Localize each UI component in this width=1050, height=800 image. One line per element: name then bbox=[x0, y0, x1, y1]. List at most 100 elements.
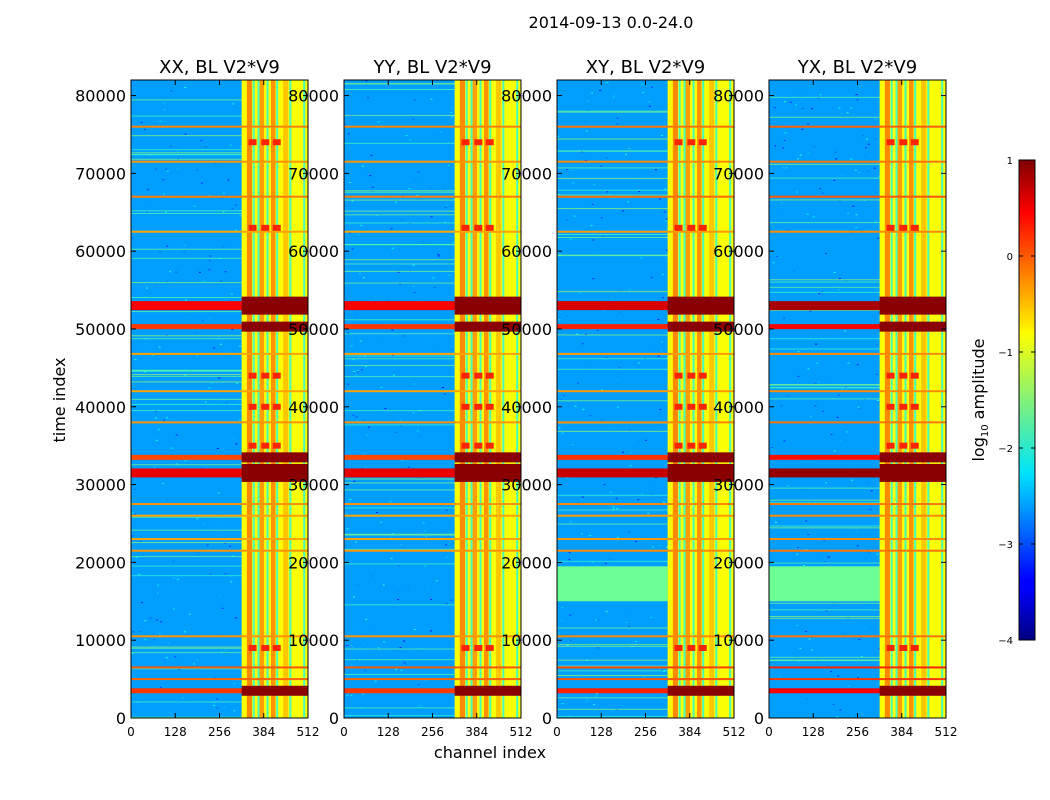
noise-pixel bbox=[843, 97, 846, 99]
noise-pixel bbox=[176, 150, 179, 152]
noise-pixel bbox=[451, 107, 454, 109]
faint-streak bbox=[131, 556, 242, 558]
rfi-row bbox=[131, 678, 308, 681]
noise-pixel bbox=[205, 146, 208, 148]
noise-pixel bbox=[561, 606, 564, 608]
noise-pixel bbox=[652, 546, 655, 548]
noise-pixel bbox=[347, 133, 350, 135]
y-tick-label: 30000 bbox=[288, 476, 339, 495]
noise-pixel bbox=[132, 631, 135, 633]
noise-pixel bbox=[360, 224, 363, 226]
noise-pixel bbox=[183, 631, 186, 633]
noise-pixel bbox=[807, 123, 810, 125]
hot-spot bbox=[886, 403, 895, 410]
noise-pixel bbox=[641, 83, 644, 85]
noise-pixel bbox=[641, 91, 644, 93]
noise-pixel bbox=[175, 463, 178, 465]
faint-streak bbox=[131, 311, 242, 313]
noise-pixel bbox=[380, 521, 383, 523]
noise-pixel bbox=[183, 245, 186, 247]
noise-pixel bbox=[371, 186, 374, 188]
noise-pixel bbox=[131, 652, 134, 654]
noise-pixel bbox=[573, 215, 576, 217]
noise-pixel bbox=[370, 154, 373, 156]
hot-spot bbox=[910, 442, 919, 449]
hot-spot bbox=[674, 403, 683, 410]
noise-pixel bbox=[612, 96, 615, 98]
faint-streak bbox=[557, 697, 668, 699]
faint-streak bbox=[557, 674, 668, 676]
noise-pixel bbox=[138, 631, 141, 633]
x-tick-label: 384 bbox=[252, 725, 275, 739]
noise-pixel bbox=[638, 191, 641, 193]
noise-pixel bbox=[397, 599, 400, 601]
noise-pixel bbox=[657, 355, 660, 357]
noise-pixel bbox=[651, 350, 654, 352]
noise-pixel bbox=[399, 420, 402, 422]
hot-spot bbox=[910, 403, 919, 410]
noise-pixel bbox=[236, 382, 239, 384]
faint-streak bbox=[557, 400, 668, 402]
noise-pixel bbox=[878, 175, 881, 177]
noise-pixel bbox=[809, 310, 812, 312]
noise-pixel bbox=[206, 380, 209, 382]
noise-pixel bbox=[158, 497, 161, 499]
noise-pixel bbox=[447, 164, 450, 166]
noise-pixel bbox=[823, 539, 826, 541]
rfi-hotspot bbox=[879, 296, 946, 315]
noise-pixel bbox=[629, 465, 632, 467]
noise-pixel bbox=[584, 159, 587, 161]
noise-pixel bbox=[876, 553, 879, 555]
noise-pixel bbox=[866, 170, 869, 172]
noise-pixel bbox=[222, 192, 225, 194]
hot-spot bbox=[261, 372, 270, 379]
noise-pixel bbox=[344, 562, 347, 564]
noise-pixel bbox=[560, 398, 563, 400]
noise-pixel bbox=[874, 288, 877, 290]
faint-streak bbox=[344, 489, 455, 491]
noise-pixel bbox=[407, 466, 410, 468]
faint-streak bbox=[131, 716, 242, 718]
y-tick-label: 40000 bbox=[713, 398, 764, 417]
noise-pixel bbox=[144, 639, 147, 641]
noise-pixel bbox=[413, 99, 416, 101]
faint-streak bbox=[557, 150, 668, 152]
noise-pixel bbox=[855, 227, 858, 229]
noise-pixel bbox=[847, 466, 850, 468]
noise-pixel bbox=[443, 185, 446, 187]
noise-pixel bbox=[581, 496, 584, 498]
noise-pixel bbox=[432, 277, 435, 279]
column-gap bbox=[465, 80, 468, 718]
faint-streak bbox=[131, 565, 242, 567]
faint-streak bbox=[557, 110, 668, 112]
noise-pixel bbox=[140, 121, 143, 123]
noise-pixel bbox=[797, 547, 800, 549]
column-gap bbox=[683, 80, 686, 718]
y-tick-label: 70000 bbox=[501, 164, 552, 183]
noise-pixel bbox=[395, 668, 398, 670]
noise-pixel bbox=[401, 459, 404, 461]
noise-pixel bbox=[344, 123, 347, 125]
faint-streak bbox=[769, 615, 880, 617]
noise-pixel bbox=[584, 333, 587, 335]
noise-pixel bbox=[666, 546, 669, 548]
rfi-row bbox=[344, 549, 521, 552]
faint-streak bbox=[131, 374, 242, 376]
noise-pixel bbox=[864, 97, 867, 99]
column-gap bbox=[927, 80, 930, 718]
noise-pixel bbox=[132, 521, 135, 523]
y-tick-label: 80000 bbox=[288, 87, 339, 106]
faint-streak bbox=[344, 707, 455, 709]
noise-pixel bbox=[845, 280, 848, 282]
noise-pixel bbox=[223, 706, 226, 708]
noise-pixel bbox=[561, 432, 564, 434]
noise-pixel bbox=[345, 513, 348, 515]
noise-pixel bbox=[204, 531, 207, 533]
noise-pixel bbox=[196, 659, 199, 661]
noise-pixel bbox=[613, 93, 616, 95]
column-gap bbox=[715, 80, 718, 718]
noise-pixel bbox=[778, 364, 781, 366]
noise-pixel bbox=[134, 105, 137, 107]
noise-pixel bbox=[825, 482, 828, 484]
noise-pixel bbox=[591, 561, 594, 563]
